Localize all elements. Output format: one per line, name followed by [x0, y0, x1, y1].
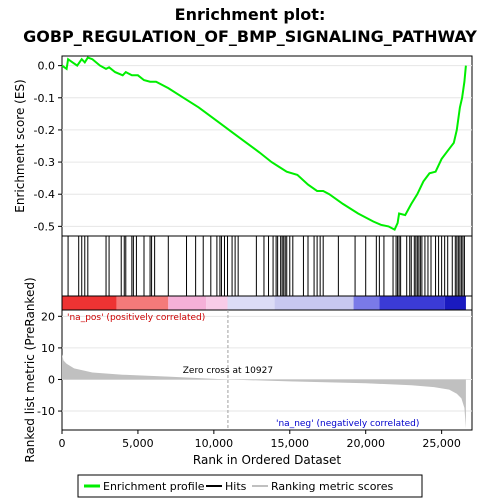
ranking-metric-panel: 20 10 0 -10 'na_pos' (positively correlated… — [23, 277, 473, 463]
hits-panel-frame — [61, 235, 473, 297]
heatmap-block — [274, 296, 354, 310]
heatmap-block — [379, 296, 445, 310]
es-panel-frame — [61, 55, 473, 237]
chart-title-line2: GOBP_REGULATION_OF_BMP_SIGNALING_PATHWAY — [23, 27, 477, 46]
enrichment-profile-line — [61, 56, 467, 231]
heatmap-block — [227, 296, 275, 310]
heatmap-block — [444, 296, 466, 310]
heatmap-block — [62, 296, 117, 310]
legend-label-ranking-metric: Ranking metric scores — [271, 480, 393, 493]
metric-y-tick-label: 10 — [41, 342, 55, 355]
es-y-tick-label: -0.5 — [34, 220, 55, 233]
legend-frame — [77, 474, 423, 498]
heatmap-block — [168, 296, 207, 310]
es-gridlines — [62, 65, 472, 227]
x-tick-label: 10,000 — [195, 437, 234, 450]
positive-correlation-label: 'na_pos' (positively correlated) — [67, 313, 205, 323]
es-y-tick-label: -0.4 — [34, 188, 55, 201]
rank-heatmap-strip — [62, 296, 466, 310]
heatmap-block — [116, 296, 169, 310]
chart-title-line1: Enrichment plot: — [175, 5, 326, 24]
legend-label-enrichment-profile: Enrichment profile — [103, 480, 205, 493]
x-axis-label: Rank in Ordered Dataset — [193, 453, 341, 467]
x-axis-ticks: 0 5,000 10,000 15,000 20,000 25,000 — [59, 430, 461, 450]
es-y-axis-label: Enrichment score (ES) — [13, 79, 27, 212]
es-y-tick-label: -0.1 — [34, 92, 55, 105]
metric-y-tick-label: 20 — [41, 310, 55, 323]
metric-y-axis-ticks: 20 10 0 -10 — [37, 310, 62, 418]
x-tick-label: 20,000 — [346, 437, 385, 450]
x-tick-label: 25,000 — [422, 437, 461, 450]
hit-markers — [67, 236, 465, 296]
es-y-axis-ticks: 0.0 -0.1 -0.2 -0.3 -0.4 -0.5 — [34, 60, 62, 233]
enrichment-score-panel: 0.0 -0.1 -0.2 -0.3 -0.4 -0.5 Enrichment score… — [13, 55, 473, 237]
x-tick-label: 15,000 — [271, 437, 310, 450]
es-y-tick-label: -0.3 — [34, 156, 55, 169]
metric-y-tick-label: 0 — [48, 373, 55, 386]
negative-correlation-label: 'na_neg' (negatively correlated) — [276, 419, 419, 429]
hits-panel — [61, 235, 473, 297]
es-y-tick-label: -0.2 — [34, 124, 55, 137]
metric-y-tick-label: -10 — [37, 405, 55, 418]
metric-panel-frame — [61, 309, 473, 431]
heatmap-block — [353, 296, 380, 310]
chart-legend: Enrichment profile Hits Ranking metric s… — [77, 474, 423, 498]
x-tick-label: 0 — [59, 437, 66, 450]
zero-cross-label: Zero cross at 10927 — [183, 366, 273, 376]
legend-label-hits: Hits — [225, 480, 247, 493]
heatmap-block — [206, 296, 228, 310]
es-y-tick-label: 0.0 — [38, 60, 56, 73]
x-tick-label: 5,000 — [122, 437, 154, 450]
metric-y-axis-label: Ranked list metric (PreRanked) — [23, 277, 37, 462]
